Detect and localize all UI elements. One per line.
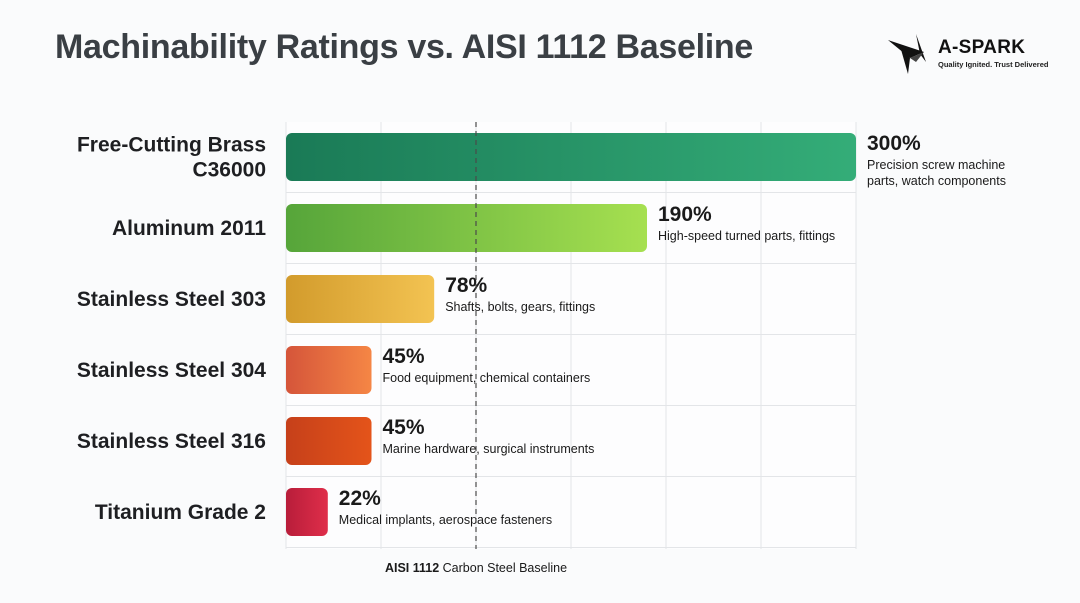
category-label: Titanium Grade 2: [95, 501, 266, 524]
category-label: Stainless Steel 304: [77, 359, 266, 382]
bar: [286, 133, 856, 181]
application-note: Food equipment, chemical containers: [383, 371, 591, 385]
value-label: 300%: [867, 132, 921, 155]
application-note: Precision screw machine: [867, 158, 1005, 172]
brand-tagline: Quality Ignited. Trust Delivered: [938, 60, 1049, 69]
brand-logo: A-SPARK Quality Ignited. Trust Delivered: [886, 32, 1049, 76]
value-label: 45%: [383, 416, 425, 439]
application-note: parts, watch components: [867, 174, 1006, 188]
bar: [286, 346, 372, 394]
application-note: High-speed turned parts, fittings: [658, 229, 835, 243]
application-note: Shafts, bolts, gears, fittings: [445, 300, 595, 314]
value-label: 22%: [339, 487, 381, 510]
baseline-label: AISI 1112 Carbon Steel Baseline: [385, 561, 567, 575]
application-note: Marine hardware, surgical instruments: [383, 442, 595, 456]
bar: [286, 204, 647, 252]
chart-title: Machinability Ratings vs. AISI 1112 Base…: [55, 28, 753, 66]
bar: [286, 275, 435, 323]
category-label: Stainless Steel 316: [77, 430, 266, 453]
bar: [286, 488, 328, 536]
category-label: Free-Cutting Brass: [77, 134, 266, 157]
application-note: Medical implants, aerospace fasteners: [339, 513, 552, 527]
brand-name: A-SPARK: [938, 37, 1026, 58]
value-label: 78%: [445, 274, 487, 297]
value-label: 45%: [383, 345, 425, 368]
category-label: Aluminum 2011: [112, 217, 266, 240]
category-label: Stainless Steel 303: [77, 288, 266, 311]
brand-mark-icon: [888, 34, 926, 74]
bar: [286, 417, 372, 465]
value-label: 190%: [658, 203, 712, 226]
category-label: C36000: [192, 159, 266, 182]
